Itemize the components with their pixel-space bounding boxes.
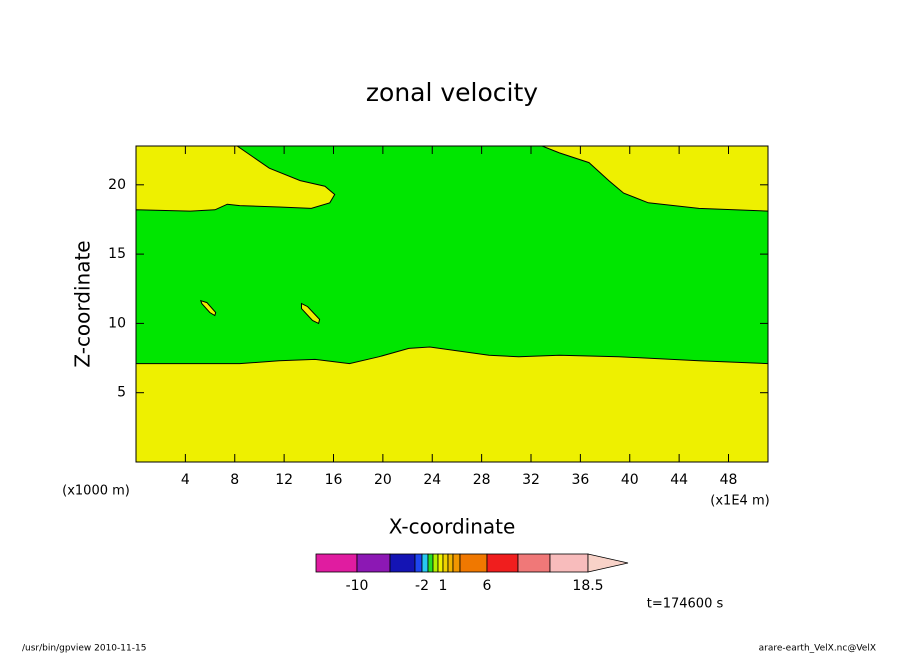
footer-right: arare-earth_VelX.nc@VelX <box>759 644 876 654</box>
colorbar-label: -10 <box>346 578 369 594</box>
y-tick-label: 15 <box>108 246 126 262</box>
x-tick-label: 20 <box>374 472 392 488</box>
colorbar-segment <box>437 553 444 573</box>
colorbar-label: 1 <box>439 578 448 594</box>
colorbar-segment <box>486 553 519 573</box>
footer-left: /usr/bin/gpview 2010-11-15 <box>22 644 146 654</box>
contour-region <box>301 302 321 325</box>
colorbar-segment <box>517 553 551 573</box>
colorbar-segment <box>414 553 423 573</box>
colorbar-segment <box>549 553 589 573</box>
x-tick-label: 44 <box>670 472 688 488</box>
x-unit-right: (x1E4 m) <box>710 494 769 509</box>
colorbar-segment <box>427 553 434 573</box>
colorbar-label: 6 <box>483 578 492 594</box>
x-tick-label: 32 <box>522 472 540 488</box>
x-axis-label: X-coordinate <box>389 515 516 539</box>
colorbar-segment <box>315 553 358 573</box>
colorbar-segment <box>459 553 488 573</box>
colorbar-segment <box>432 553 439 573</box>
colorbar-segment <box>356 553 391 573</box>
colorbar-label: 18.5 <box>572 578 603 594</box>
plot-frame <box>135 145 769 463</box>
colorbar-segment <box>452 553 461 573</box>
contour-region <box>200 299 217 317</box>
x-tick-label: 8 <box>230 472 239 488</box>
x-tick-label: 40 <box>621 472 639 488</box>
y-axis-label: Z-coordinate <box>71 240 95 367</box>
x-tick-label: 24 <box>423 472 441 488</box>
y-tick-label: 5 <box>117 385 126 401</box>
contour-region <box>135 145 769 365</box>
time-label: t=174600 s <box>647 597 724 612</box>
y-tick-label: 20 <box>108 177 126 193</box>
x-tick-label: 12 <box>275 472 293 488</box>
x-tick-label: 28 <box>473 472 491 488</box>
colorbar-arrow <box>587 553 629 573</box>
x-unit-left: (x1000 m) <box>62 484 130 499</box>
x-tick-label: 4 <box>181 472 190 488</box>
x-tick-label: 36 <box>571 472 589 488</box>
colorbar-label: -2 <box>415 578 429 594</box>
colorbar-segment <box>447 553 454 573</box>
colorbar-segment <box>442 553 449 573</box>
y-tick-label: 10 <box>108 315 126 331</box>
chart-title: zonal velocity <box>366 78 538 107</box>
colorbar-segment <box>421 553 429 573</box>
x-tick-label: 48 <box>720 472 738 488</box>
colorbar-segment <box>389 553 416 573</box>
x-tick-label: 16 <box>325 472 343 488</box>
